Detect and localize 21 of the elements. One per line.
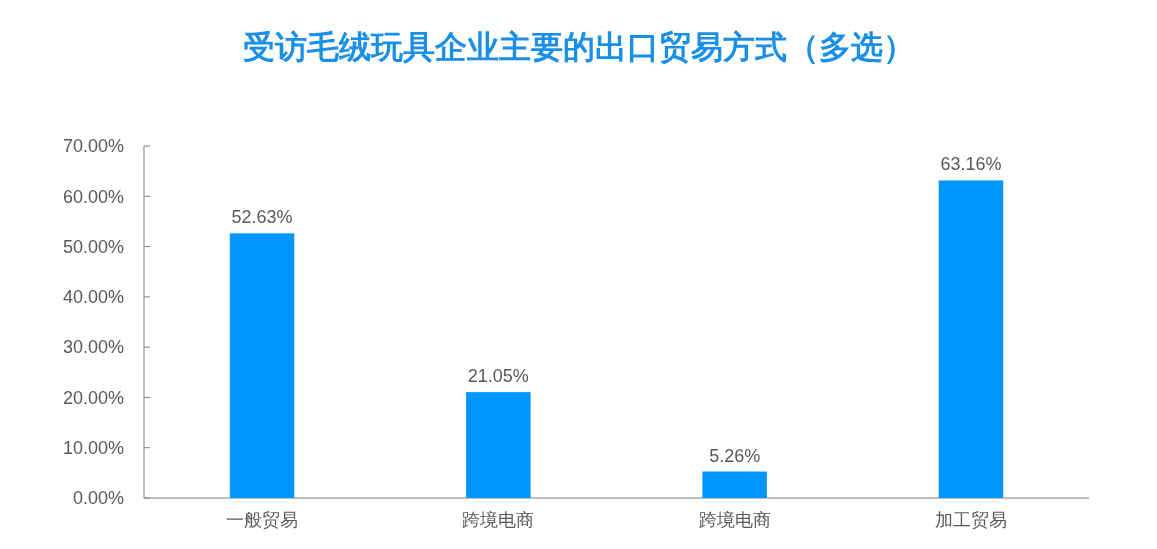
x-tick-label: 跨境电商 bbox=[462, 510, 535, 530]
y-tick-label: 0.00% bbox=[72, 488, 124, 509]
y-tick-label: 10.00% bbox=[62, 438, 124, 459]
y-tick-label: 30.00% bbox=[62, 337, 124, 358]
x-tick-label: 跨境电商 bbox=[698, 510, 771, 530]
bar bbox=[229, 233, 295, 498]
chart-title: 受访毛绒玩具企业主要的出口贸易方式（多选） bbox=[242, 29, 915, 65]
x-tick-label: 一般贸易 bbox=[226, 510, 299, 530]
bar bbox=[466, 392, 531, 498]
x-tick-label: 加工贸易 bbox=[934, 510, 1007, 530]
data-label: 5.26% bbox=[709, 445, 761, 466]
bar bbox=[702, 471, 767, 498]
data-label: 52.63% bbox=[231, 207, 293, 228]
y-tick-label: 40.00% bbox=[62, 287, 124, 308]
y-tick-label: 50.00% bbox=[62, 236, 124, 257]
y-tick-label: 60.00% bbox=[62, 186, 124, 207]
bar bbox=[938, 180, 1004, 498]
y-tick-label: 20.00% bbox=[62, 387, 124, 408]
data-label: 21.05% bbox=[467, 366, 529, 387]
data-label: 63.16% bbox=[940, 154, 1002, 175]
y-tick-label: 70.00% bbox=[62, 136, 124, 157]
